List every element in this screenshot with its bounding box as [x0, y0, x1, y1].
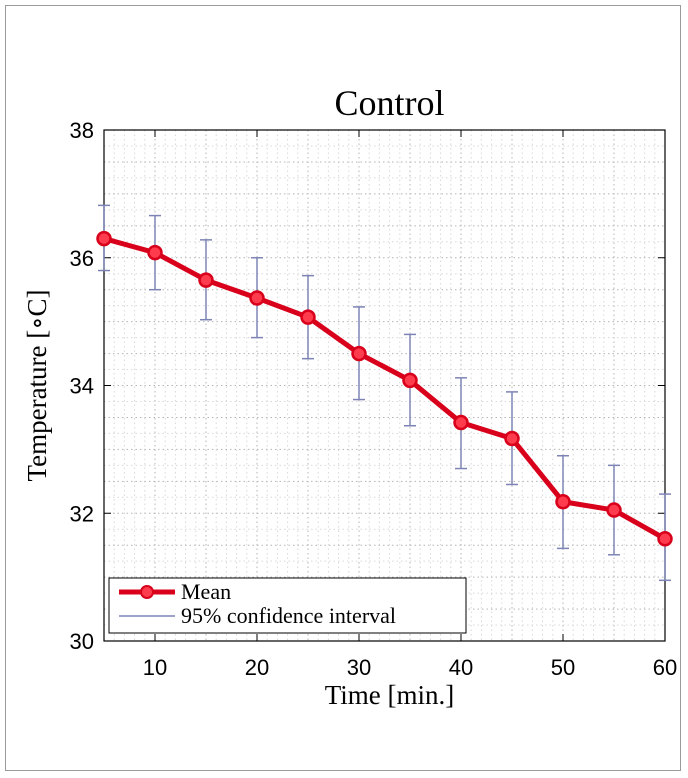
x-tick-label: 60: [653, 655, 677, 680]
grid: [103, 129, 666, 642]
chart-title: Control: [334, 83, 444, 123]
mean-point: [504, 430, 520, 447]
confidence-interval-bars: [98, 204, 671, 582]
mean-line: [103, 236, 667, 541]
x-axis-label: Time [min.]: [325, 680, 455, 710]
y-axis-label: Temperature [∘C]: [22, 289, 52, 481]
x-tick-label: 20: [245, 655, 269, 680]
mean-series: [96, 230, 673, 547]
mean-point: [300, 309, 316, 325]
mean-point: [351, 345, 367, 362]
mean-point: [606, 502, 622, 518]
x-tick-label: 50: [551, 655, 575, 680]
x-tick-label: 30: [347, 655, 371, 680]
axis-ticks: 10 20 30 40 50 60 30 32 34 36 38: [70, 118, 678, 680]
y-tick-label: 34: [70, 374, 94, 399]
figure-frame: [5, 5, 681, 771]
y-tick-label: 38: [70, 118, 94, 143]
mean-point: [249, 290, 265, 306]
y-tick-label: 32: [70, 501, 94, 526]
mean-point: [198, 272, 214, 288]
mean-point: [555, 494, 571, 510]
legend-mean-label: Mean: [181, 579, 231, 604]
legend-box: [108, 577, 467, 634]
mean-point: [147, 244, 163, 261]
legend-ci-label: 95% confidence interval: [181, 603, 396, 628]
legend-mean-swatch-marker: [140, 585, 154, 599]
y-tick-label: 30: [70, 629, 94, 654]
mean-point: [657, 531, 673, 547]
mean-point: [402, 372, 418, 389]
x-tick-label: 10: [143, 655, 167, 680]
mean-point: [96, 230, 112, 247]
legend: Mean 95% confidence interval: [108, 577, 467, 634]
mean-point: [453, 414, 469, 431]
y-tick-label: 36: [70, 246, 94, 271]
x-tick-label: 40: [449, 655, 473, 680]
